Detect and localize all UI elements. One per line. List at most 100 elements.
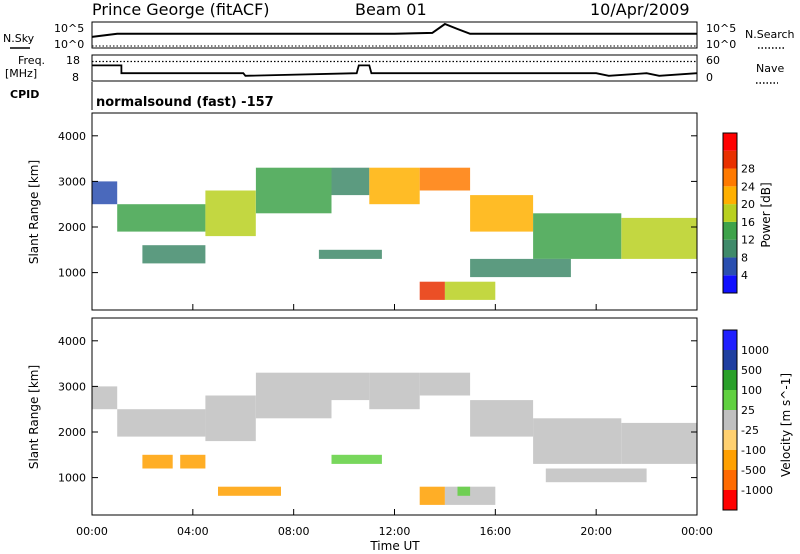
power-colorbar-seg-7: [723, 150, 737, 169]
power-ytick-label-1: 2000: [58, 221, 86, 234]
power-region-5: [369, 167, 420, 205]
noise-panel: 10^5 10^0 10^5 10^0: [54, 21, 736, 51]
power-colorbar-tick-2: 12: [741, 234, 755, 247]
velocity-panel: 1000 2000 3000 4000 00:00 04:00 08:00 12:00 16:0…: [27, 317, 713, 553]
velocity-colorbar-seg-4: [723, 410, 737, 430]
power-region-11: [318, 249, 382, 259]
velocity-colorbar-seg-3: [723, 430, 737, 450]
power-region-7: [470, 195, 534, 232]
nsky-series-line: [91, 22, 697, 38]
velocity-colorbar-seg-1: [723, 470, 737, 490]
x-tick-label-6: 00:00: [681, 525, 713, 538]
freq-ytick-bottom: 8: [72, 71, 79, 84]
velocity-colorbar-tick-5: -100: [741, 444, 766, 457]
velocity-region-16: [218, 486, 281, 496]
power-colorbar-tick-0: 4: [741, 269, 748, 282]
power-panel: 1000 2000 3000 4000 Slant Range [km]: [27, 112, 698, 311]
power-colorbar-tick-4: 20: [741, 198, 755, 211]
velocity-region-9: [621, 422, 697, 464]
velocity-region-10: [142, 454, 173, 469]
velocity-colorbar-label: Velocity [m s^-1]: [779, 373, 793, 477]
station-title: Prince George (fitACF): [92, 0, 270, 19]
velocity-region-12: [331, 454, 382, 464]
x-tick-label-0: 00:00: [76, 525, 108, 538]
nsky-label: N.Sky: [3, 32, 35, 45]
power-region-4: [331, 167, 370, 196]
power-colorbar-seg-8: [723, 133, 737, 151]
velocity-region-17: [545, 468, 647, 483]
velocity-region-3: [255, 372, 332, 419]
beam-title: Beam 01: [355, 0, 427, 19]
freq-ytick-top: 18: [66, 54, 80, 67]
power-ytick-label-3: 4000: [58, 130, 86, 143]
velocity-ylabel: Slant Range [km]: [27, 365, 41, 469]
power-colorbar-seg-1: [723, 257, 737, 276]
velocity-region-1: [117, 409, 206, 437]
nave-label: Nave: [756, 62, 784, 75]
noise-ytick-left-bottom: 10^0: [54, 38, 84, 51]
velocity-region-4: [331, 372, 370, 401]
velocity-colorbar-tick-1: 500: [741, 364, 762, 377]
velocity-region-5: [369, 372, 420, 410]
power-colorbar-tick-1: 8: [741, 251, 748, 264]
velocity-region-2: [205, 395, 256, 442]
velocity-ytick-label-0: 1000: [58, 472, 86, 485]
power-colorbar-seg-5: [723, 186, 737, 205]
power-region-8: [533, 213, 622, 259]
date-title: 10/Apr/2009: [590, 0, 690, 19]
power-region-6: [419, 167, 471, 191]
velocity-region-8: [533, 418, 622, 464]
power-ytick-label-2: 3000: [58, 175, 86, 188]
nave-ytick-top: 60: [706, 54, 720, 67]
velocity-colorbar-seg-7: [723, 350, 737, 370]
velocity-ytick-label-2: 3000: [58, 380, 86, 393]
velocity-colorbar-frame: [722, 329, 738, 511]
velocity-colorbar-tick-4: -25: [741, 424, 759, 437]
velocity-colorbar-seg-0: [723, 490, 737, 510]
velocity-region-0: [92, 386, 118, 410]
power-colorbar-seg-3: [723, 221, 737, 240]
power-colorbar-label: Power [dB]: [759, 182, 773, 247]
velocity-region-6: [419, 372, 471, 396]
power-ylabel: Slant Range [km]: [27, 160, 41, 264]
x-tick-label-3: 12:00: [379, 525, 411, 538]
x-tick-label-2: 08:00: [278, 525, 310, 538]
x-tick-label-1: 04:00: [177, 525, 209, 538]
power-region-14: [470, 258, 571, 278]
velocity-ytick-label-3: 4000: [58, 335, 86, 348]
noise-ytick-left-top: 10^5: [54, 22, 84, 35]
power-region-9: [621, 217, 697, 259]
velocity-colorbar-seg-6: [723, 370, 737, 390]
noise-ytick-right-bottom: 10^0: [706, 38, 736, 51]
power-colorbar-seg-6: [723, 168, 737, 187]
power-region-10: [142, 245, 206, 264]
velocity-colorbar-tick-3: 25: [741, 404, 755, 417]
velocity-colorbar-seg-8: [723, 330, 737, 350]
power-colorbar-tick-3: 16: [741, 216, 755, 229]
freq-series-line: [92, 64, 698, 77]
velocity-colorbar: 1000 500 100 25 -25 -100 -500 -1000: [722, 329, 773, 511]
velocity-ytick-label-1: 2000: [58, 426, 86, 439]
velocity-region-13: [419, 486, 445, 505]
velocity-colorbar-seg-2: [723, 450, 737, 470]
frequency-panel: 18 8 60 0: [66, 54, 720, 84]
power-region-12: [419, 281, 445, 300]
velocity-colorbar-tick-2: 100: [741, 384, 762, 397]
power-colorbar-tick-5: 24: [741, 180, 755, 193]
velocity-colorbar-tick-7: -1000: [741, 484, 773, 497]
power-region-13: [444, 281, 496, 300]
x-tick-label-5: 20:00: [580, 525, 612, 538]
power-region-2: [205, 190, 256, 237]
power-colorbar: 4 8 12 16 20 24 28: [722, 132, 755, 294]
mhz-label: [MHz]: [5, 67, 37, 80]
cpid-label: CPID: [10, 88, 39, 101]
power-colorbar-tick-6: 28: [741, 163, 755, 176]
cpid-text: normalsound (fast) -157: [96, 95, 274, 110]
velocity-colorbar-tick-0: 1000: [741, 344, 769, 357]
velocity-colorbar-tick-6: -500: [741, 464, 766, 477]
power-colorbar-frame: [722, 132, 738, 294]
velocity-region-7: [470, 400, 534, 437]
power-region-1: [117, 204, 206, 232]
nave-ytick-bottom: 0: [706, 71, 713, 84]
